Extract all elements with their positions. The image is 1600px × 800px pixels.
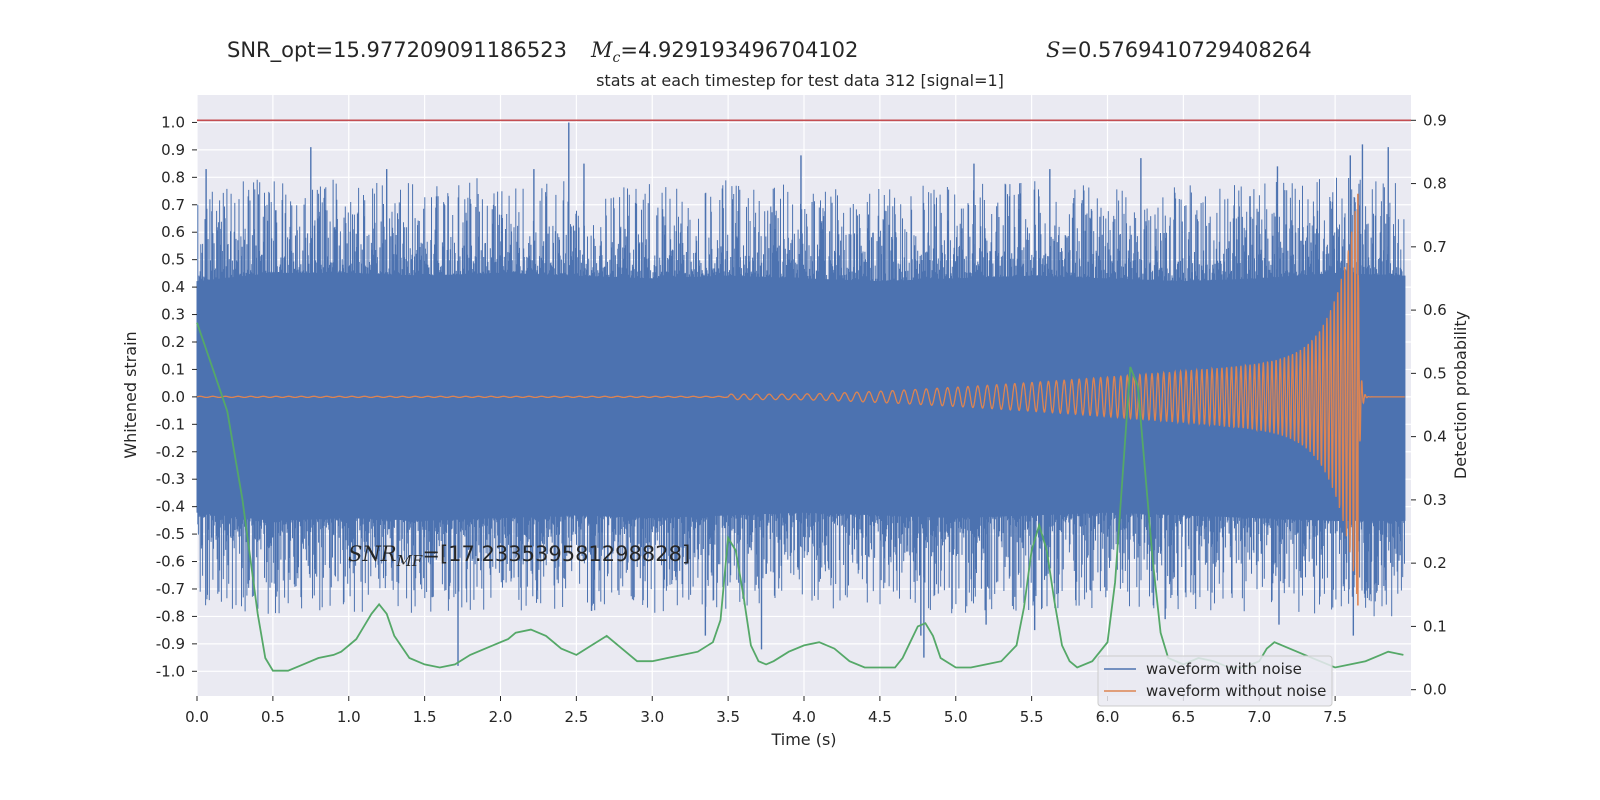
s-stat: S=0.5769410729408264 [1046, 38, 1312, 62]
y-right-axis-label: Detection probability [1451, 311, 1470, 479]
y-right-tick-label: 0.2 [1423, 554, 1447, 572]
y-tick-label: 0.4 [161, 278, 185, 296]
snr-mf-annotation: SNRMF=[17.233539581298828] [348, 542, 690, 570]
y-tick-label: 0.6 [161, 223, 185, 241]
y-right-tick-label: 0.9 [1423, 111, 1447, 129]
series-waveform-with-noise [196, 122, 1406, 666]
x-tick-label: 4.0 [792, 708, 816, 726]
series-waveform-without-noise [196, 193, 1405, 606]
x-tick-label: 7.5 [1323, 708, 1347, 726]
x-tick-label: 1.5 [413, 708, 437, 726]
y-tick-label: -0.4 [156, 498, 185, 516]
legend-label-noise: waveform with noise [1146, 660, 1302, 678]
y-right-tick-label: 0.7 [1423, 238, 1447, 256]
x-tick-label: 2.0 [489, 708, 513, 726]
x-axis-ticks: 0.0 0.5 1.0 1.5 2.0 2.5 3.0 3.5 4.0 4.5 5.0 5.5 6.0 6… [185, 696, 1347, 726]
y-tick-label: 0.1 [161, 360, 185, 378]
x-tick-label: 0.5 [261, 708, 285, 726]
y-right-axis-ticks: 0.9 0.8 0.7 0.6 0.5 0.4 0.3 0.2 0.1 0.0 [1411, 111, 1447, 699]
y-tick-label: -0.9 [156, 635, 185, 653]
y-right-tick-label: 0.5 [1423, 364, 1447, 382]
snr-mf-subscript: MF [396, 552, 423, 570]
y-tick-label: 0.2 [161, 333, 185, 351]
y-tick-label: -1.0 [156, 662, 185, 680]
y-tick-label: -0.1 [156, 415, 185, 433]
chirp-mass-stat: Mc=4.929193496704102 [591, 38, 858, 66]
chart-title: stats at each timestep for test data 312… [596, 71, 1004, 90]
x-tick-label: 3.5 [716, 708, 740, 726]
y-right-tick-label: 0.1 [1423, 617, 1447, 635]
chirp-line [196, 211, 1405, 595]
x-tick-label: 4.5 [868, 708, 892, 726]
x-tick-label: 7.0 [1247, 708, 1271, 726]
y-tick-label: 0.8 [161, 168, 185, 186]
y-tick-label: 0.7 [161, 196, 185, 214]
y-tick-label: -0.5 [156, 525, 185, 543]
y-tick-label: 0.3 [161, 306, 185, 324]
legend-label-clean: waveform without noise [1146, 682, 1326, 700]
y-tick-label: 0.9 [161, 141, 185, 159]
s-value: =0.5769410729408264 [1060, 38, 1312, 62]
snr-mf-symbol: SNR [348, 542, 397, 566]
chirp-mass-subscript: c [612, 50, 621, 67]
x-tick-label: 5.5 [1020, 708, 1044, 726]
y-right-tick-label: 0.8 [1423, 175, 1447, 193]
y-right-tick-label: 0.0 [1423, 681, 1447, 699]
y-tick-label: -0.7 [156, 580, 185, 598]
legend: waveform with noise waveform without noi… [1097, 655, 1333, 707]
x-tick-label: 5.0 [944, 708, 968, 726]
y-right-tick-label: 0.6 [1423, 301, 1447, 319]
y-tick-label: -0.8 [156, 607, 185, 625]
legend-box [1097, 655, 1333, 707]
x-tick-label: 6.5 [1171, 708, 1195, 726]
x-tick-label: 3.0 [640, 708, 664, 726]
x-tick-label: 0.0 [185, 708, 209, 726]
y-axis-label: Whitened strain [121, 331, 140, 458]
y-tick-label: -0.2 [156, 443, 185, 461]
x-tick-label: 6.0 [1096, 708, 1120, 726]
snr-opt-stat: SNR_opt=15.977209091186523 [227, 38, 567, 62]
y-axis-ticks: 1.0 0.9 0.8 0.7 0.6 0.5 0.4 0.3 0.2 0.1 0.0 -0.1 -0.… [156, 113, 197, 680]
s-symbol: S [1046, 38, 1061, 62]
snr-opt-text: SNR_opt=15.977209091186523 [227, 38, 567, 62]
x-axis-label: Time (s) [770, 730, 836, 749]
y-tick-label: 1.0 [161, 113, 185, 131]
chirp-mass-value: =4.929193496704102 [620, 38, 859, 62]
x-tick-label: 2.5 [564, 708, 588, 726]
y-right-tick-label: 0.3 [1423, 491, 1447, 509]
y-tick-label: -0.6 [156, 553, 185, 571]
y-tick-label: 0.5 [161, 251, 185, 269]
snr-mf-value: =[17.233539581298828] [422, 542, 690, 566]
y-tick-label: 0.0 [161, 388, 185, 406]
y-tick-label: -0.3 [156, 470, 185, 488]
chirp-mass-symbol: M [591, 38, 613, 62]
x-tick-label: 1.0 [337, 708, 361, 726]
y-right-tick-label: 0.4 [1423, 428, 1447, 446]
